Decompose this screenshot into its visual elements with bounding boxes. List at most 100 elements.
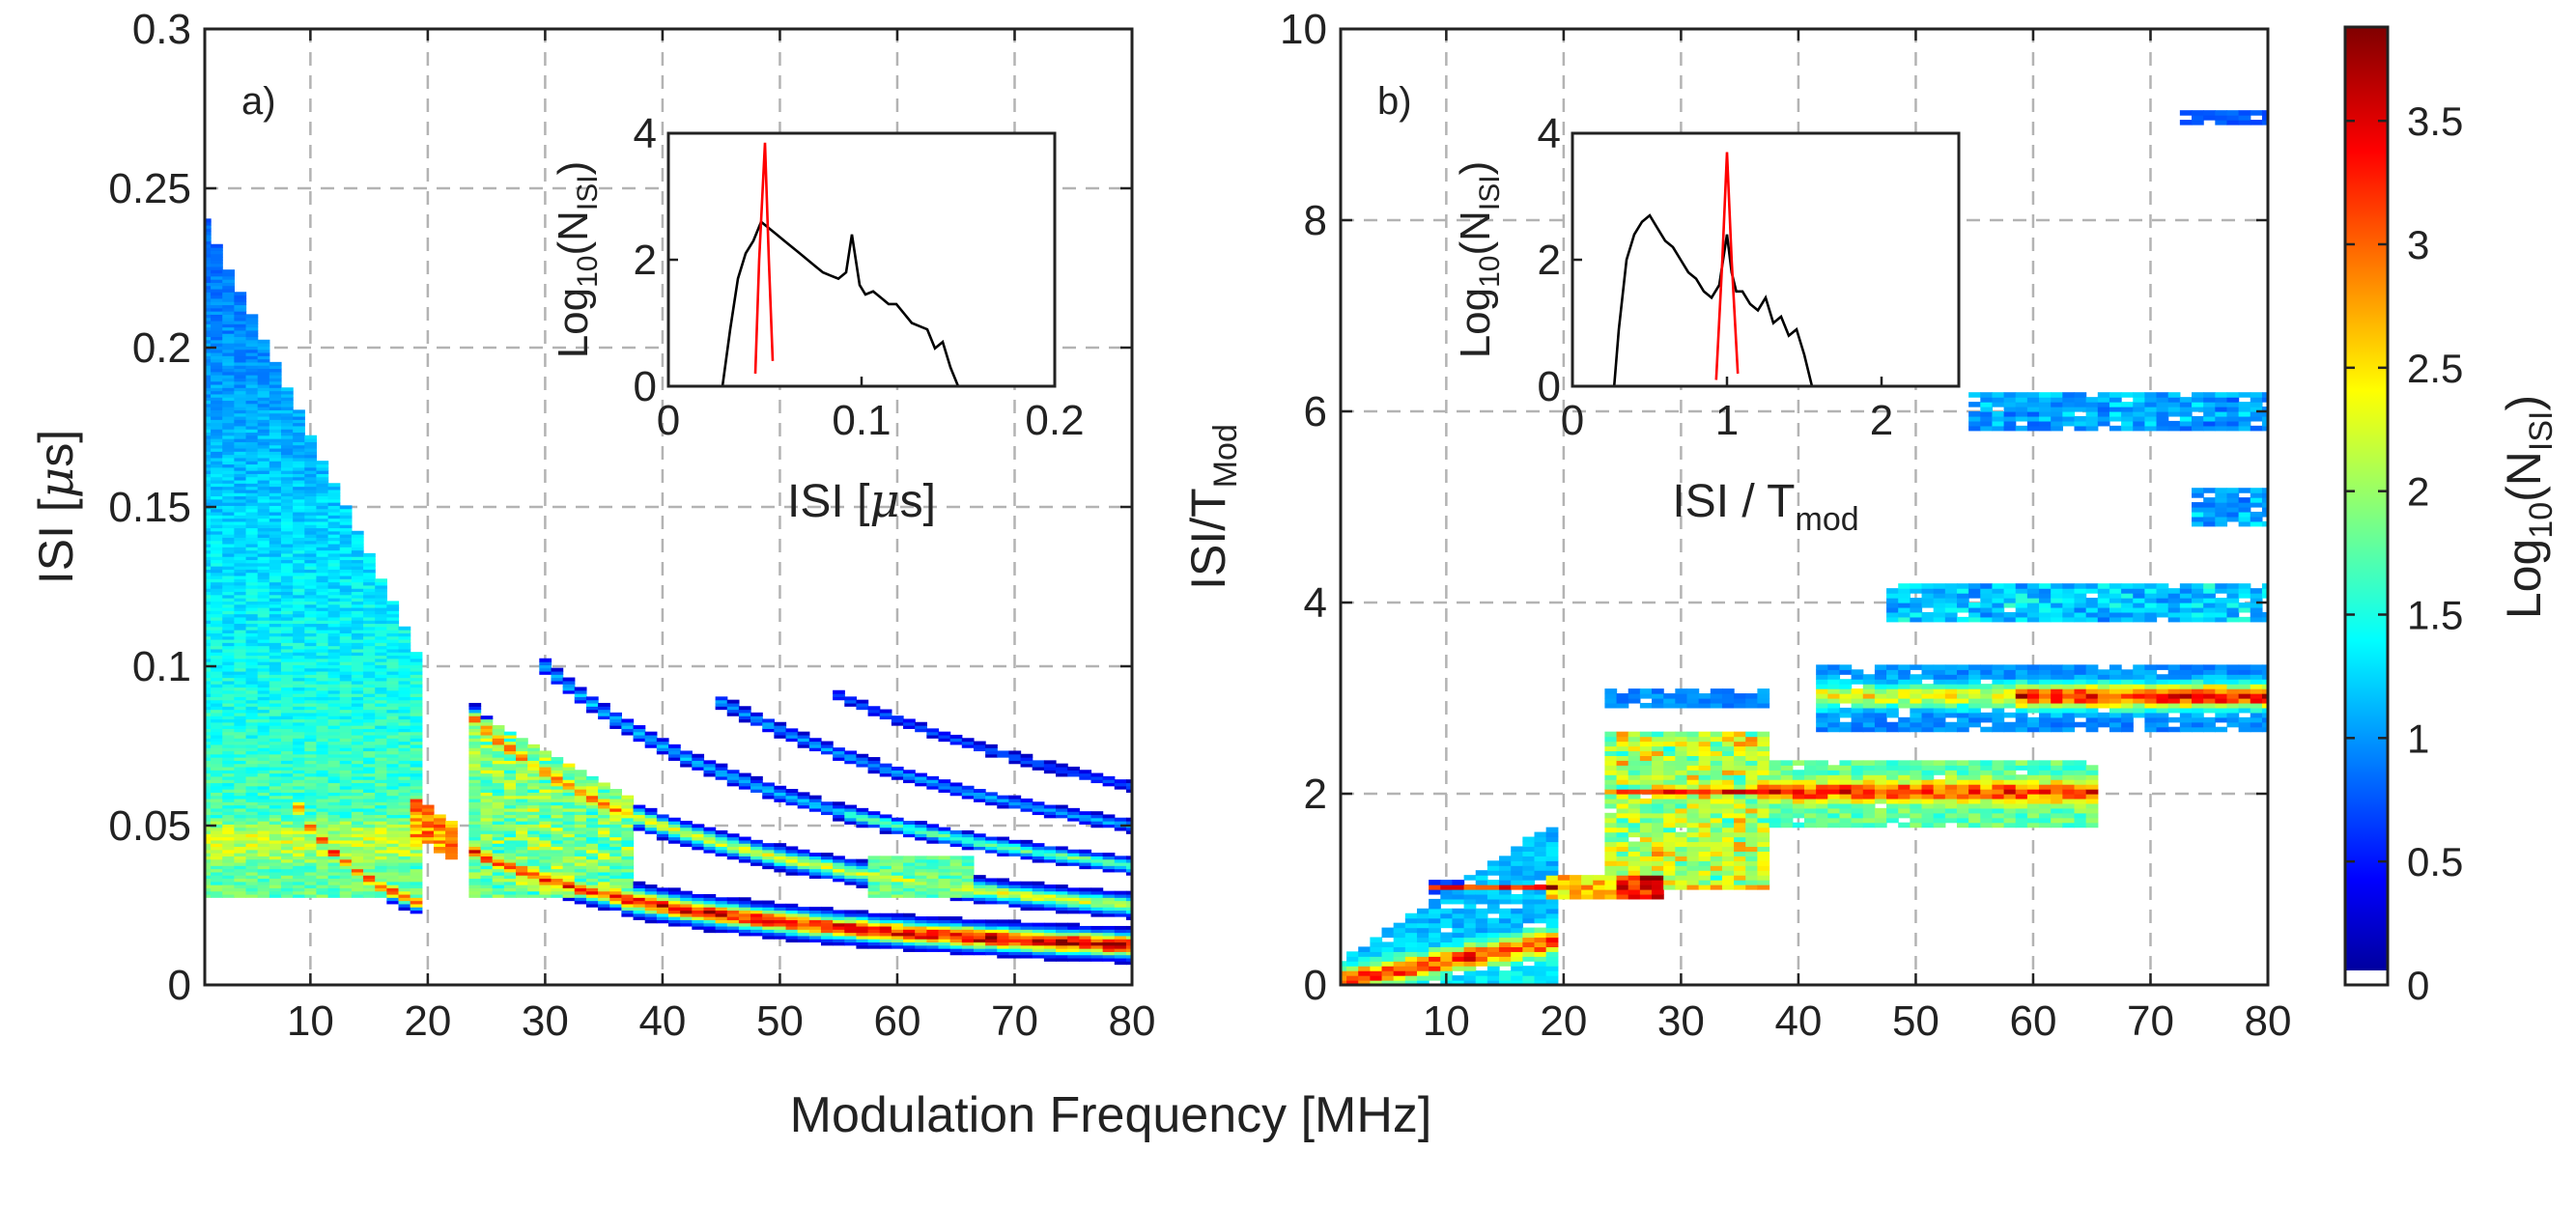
heatmap-cell bbox=[257, 562, 270, 567]
heatmap-cell bbox=[327, 670, 341, 675]
heatmap-cell bbox=[269, 833, 282, 838]
heatmap-cell bbox=[692, 900, 705, 905]
heatmap-cell bbox=[363, 734, 376, 739]
heatmap-cell bbox=[926, 827, 940, 831]
heatmap-cell bbox=[985, 878, 998, 883]
heatmap-cell bbox=[280, 591, 294, 596]
heatmap-cell bbox=[222, 479, 235, 484]
heatmap-cell bbox=[527, 843, 540, 848]
heatmap-cell bbox=[375, 853, 387, 856]
heatmap-cell bbox=[211, 498, 223, 503]
heatmap-cell bbox=[339, 785, 353, 790]
heatmap-cell bbox=[410, 814, 423, 819]
heatmap-cell bbox=[574, 789, 587, 793]
heatmap-cell bbox=[1032, 900, 1045, 905]
heatmap-cell bbox=[703, 839, 717, 844]
heatmap-cell bbox=[280, 489, 294, 493]
heatmap-cell bbox=[633, 821, 646, 825]
heatmap-cell bbox=[211, 687, 223, 691]
heatmap-cell bbox=[351, 630, 364, 633]
heatmap-cell bbox=[680, 760, 693, 765]
heatmap-cell bbox=[585, 884, 599, 888]
heatmap-cell bbox=[386, 884, 400, 888]
heatmap-cell bbox=[1067, 858, 1080, 863]
heatmap-cell bbox=[915, 944, 927, 949]
heatmap-cell bbox=[222, 604, 235, 608]
heatmap-cell bbox=[386, 630, 400, 633]
heatmap-cell bbox=[609, 716, 622, 720]
heatmap-cell bbox=[820, 941, 834, 946]
heatmap-cell bbox=[503, 798, 517, 802]
heatmap-cell bbox=[351, 702, 364, 707]
heatmap-cell bbox=[844, 811, 858, 816]
heatmap-cell bbox=[386, 645, 400, 650]
heatmap-cell bbox=[386, 699, 400, 704]
heatmap-cell bbox=[609, 878, 622, 883]
heatmap-cell bbox=[609, 861, 622, 866]
heatmap-cell bbox=[410, 684, 423, 688]
heatmap-cell bbox=[327, 559, 341, 564]
heatmap-cell bbox=[304, 779, 318, 784]
heatmap-cell bbox=[1370, 961, 1383, 967]
heatmap-cell bbox=[820, 916, 834, 920]
heatmap-cell bbox=[915, 856, 927, 860]
heatmap-cell bbox=[1056, 954, 1068, 959]
heatmap-cell bbox=[339, 868, 353, 873]
heatmap-cell bbox=[257, 798, 270, 802]
heatmap-cell bbox=[527, 839, 540, 844]
heatmap-cell bbox=[234, 702, 247, 707]
heatmap-cell bbox=[245, 441, 259, 446]
heatmap-cell bbox=[293, 645, 305, 650]
heatmap-cell bbox=[480, 795, 494, 800]
heatmap-cell bbox=[222, 817, 235, 822]
heatmap-cell bbox=[856, 753, 869, 758]
heatmap-cell bbox=[211, 515, 223, 519]
heatmap-cell bbox=[774, 932, 787, 937]
heatmap-cell bbox=[633, 731, 646, 736]
heatmap-cell bbox=[398, 750, 411, 755]
heatmap-cell bbox=[1008, 941, 1022, 946]
heatmap-cell bbox=[867, 893, 881, 898]
heatmap-cell bbox=[539, 827, 552, 831]
heatmap-cell bbox=[316, 738, 329, 743]
heatmap-cell bbox=[222, 757, 235, 761]
heatmap-cell bbox=[445, 856, 458, 860]
heatmap-cell bbox=[938, 861, 951, 866]
heatmap-cell bbox=[856, 939, 869, 943]
heatmap-cell bbox=[973, 887, 986, 892]
heatmap-cell bbox=[211, 718, 223, 723]
heatmap-cell bbox=[205, 463, 212, 468]
heatmap-cell bbox=[257, 594, 270, 599]
heatmap-cell bbox=[468, 795, 482, 800]
heatmap-cell bbox=[327, 626, 341, 631]
heatmap-cell bbox=[339, 699, 353, 704]
heatmap-cell bbox=[1358, 961, 1371, 967]
heatmap-cell bbox=[316, 856, 329, 860]
heatmap-cell bbox=[738, 929, 751, 934]
heatmap-cell bbox=[269, 530, 282, 535]
panel-b-heatmap bbox=[1341, 110, 2268, 985]
heatmap-cell bbox=[234, 833, 247, 838]
heatmap-cell bbox=[269, 779, 282, 784]
heatmap-cell bbox=[551, 782, 564, 787]
heatmap-cell bbox=[280, 515, 294, 519]
heatmap-cell bbox=[609, 890, 622, 895]
heatmap-cell bbox=[726, 849, 740, 854]
heatmap-cell bbox=[539, 817, 552, 822]
heatmap-cell bbox=[257, 515, 270, 519]
heatmap-cell bbox=[257, 606, 270, 611]
heatmap-cell bbox=[316, 498, 329, 503]
heatmap-cell bbox=[257, 811, 270, 816]
heatmap-cell bbox=[562, 779, 576, 784]
heatmap-cell bbox=[351, 601, 364, 605]
heatmap-cell bbox=[574, 782, 587, 787]
heatmap-cell bbox=[293, 712, 305, 716]
heatmap-cell bbox=[293, 620, 305, 625]
heatmap-cell bbox=[621, 890, 635, 895]
heatmap-cell bbox=[211, 591, 223, 596]
heatmap-cell bbox=[351, 674, 364, 679]
heatmap-cell bbox=[222, 655, 235, 660]
heatmap-cell bbox=[703, 916, 717, 920]
heatmap-cell bbox=[293, 881, 305, 885]
heatmap-cell bbox=[961, 890, 975, 895]
